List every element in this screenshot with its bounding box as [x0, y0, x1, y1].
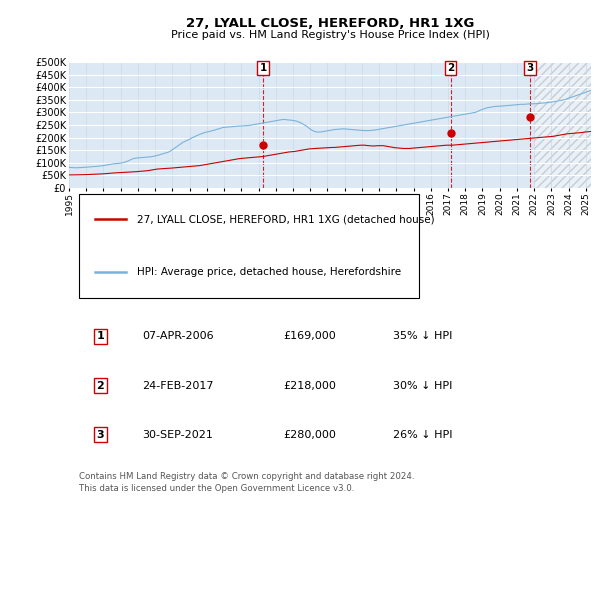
Text: HPI: Average price, detached house, Herefordshire: HPI: Average price, detached house, Here… [137, 267, 401, 277]
Text: £280,000: £280,000 [283, 430, 336, 440]
Text: £218,000: £218,000 [283, 381, 336, 391]
Text: £169,000: £169,000 [283, 332, 336, 342]
Text: 3: 3 [526, 63, 533, 73]
Text: 26% ↓ HPI: 26% ↓ HPI [392, 430, 452, 440]
Text: 30-SEP-2021: 30-SEP-2021 [142, 430, 213, 440]
Text: 27, LYALL CLOSE, HEREFORD, HR1 1XG (detached house): 27, LYALL CLOSE, HEREFORD, HR1 1XG (deta… [137, 214, 434, 224]
FancyBboxPatch shape [79, 194, 419, 298]
Text: 30% ↓ HPI: 30% ↓ HPI [392, 381, 452, 391]
Text: Price paid vs. HM Land Registry's House Price Index (HPI): Price paid vs. HM Land Registry's House … [170, 31, 490, 40]
Text: 1: 1 [260, 63, 267, 73]
Text: 2: 2 [97, 381, 104, 391]
Text: 07-APR-2006: 07-APR-2006 [142, 332, 214, 342]
Text: 1: 1 [97, 332, 104, 342]
Text: 27, LYALL CLOSE, HEREFORD, HR1 1XG: 27, LYALL CLOSE, HEREFORD, HR1 1XG [186, 17, 474, 30]
Text: 3: 3 [97, 430, 104, 440]
Text: 24-FEB-2017: 24-FEB-2017 [142, 381, 214, 391]
Text: 35% ↓ HPI: 35% ↓ HPI [392, 332, 452, 342]
Text: 2: 2 [447, 63, 454, 73]
Text: Contains HM Land Registry data © Crown copyright and database right 2024.
This d: Contains HM Land Registry data © Crown c… [79, 472, 415, 493]
